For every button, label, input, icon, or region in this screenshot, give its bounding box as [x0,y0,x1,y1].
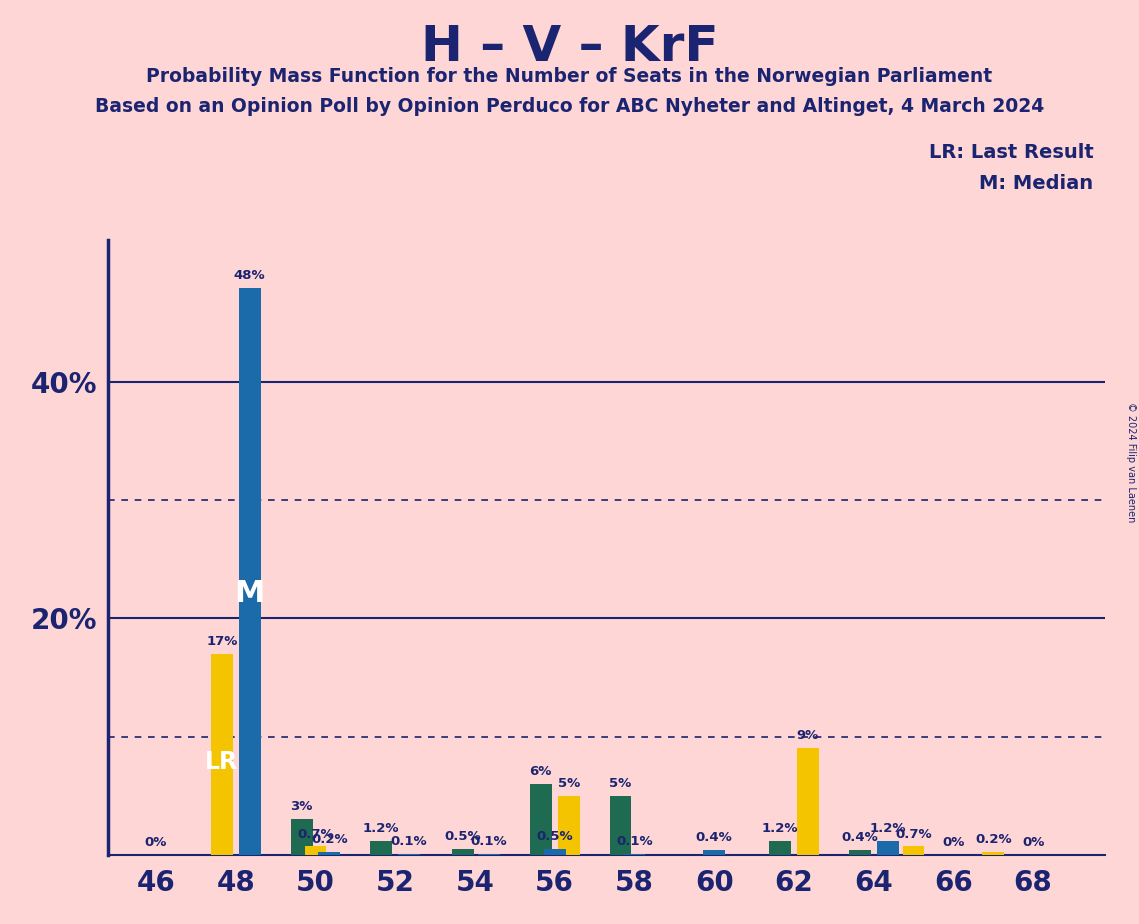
Bar [877,841,899,855]
Bar [902,846,925,855]
Bar [319,852,341,855]
Text: 5%: 5% [609,777,632,790]
Bar [609,796,631,855]
Text: 0%: 0% [1022,836,1044,849]
Text: 0.1%: 0.1% [470,834,507,847]
Text: Based on an Opinion Poll by Opinion Perduco for ABC Nyheter and Altinget, 4 Marc: Based on an Opinion Poll by Opinion Perd… [95,97,1044,116]
Text: 9%: 9% [796,729,819,743]
Text: Probability Mass Function for the Number of Seats in the Norwegian Parliament: Probability Mass Function for the Number… [147,67,992,86]
Text: 0.1%: 0.1% [616,834,653,847]
Bar [543,849,566,855]
Text: 6%: 6% [530,765,552,778]
Text: 0.4%: 0.4% [696,831,732,844]
Text: © 2024 Filip van Laenen: © 2024 Filip van Laenen [1126,402,1136,522]
Text: 0.4%: 0.4% [842,831,878,844]
Bar [478,854,500,855]
Bar [982,852,1005,855]
Bar [452,849,474,855]
Text: 0.1%: 0.1% [391,834,427,847]
Text: 0.5%: 0.5% [536,830,573,843]
Bar [370,841,392,855]
Text: 17%: 17% [206,635,238,648]
Text: 0.5%: 0.5% [444,830,482,843]
Text: 5%: 5% [557,777,580,790]
Text: 3%: 3% [290,800,313,813]
Text: 0%: 0% [942,836,965,849]
Text: LR: Last Result: LR: Last Result [928,143,1093,163]
Bar [797,748,819,855]
Text: 0.7%: 0.7% [895,828,932,841]
Bar [623,854,646,855]
Text: 0.2%: 0.2% [311,833,347,846]
Text: 0%: 0% [145,836,167,849]
Bar [304,846,327,855]
Text: LR: LR [205,750,238,774]
Text: 0.7%: 0.7% [297,828,334,841]
Text: 1.2%: 1.2% [762,821,798,834]
Bar [290,820,312,855]
Text: 1.2%: 1.2% [363,821,400,834]
Bar [211,654,232,855]
Text: 1.2%: 1.2% [869,821,906,834]
Bar [558,796,580,855]
Bar [703,850,726,855]
Text: M: Median: M: Median [980,174,1093,193]
Bar [239,287,261,855]
Bar [849,850,870,855]
Text: 0.2%: 0.2% [975,833,1011,846]
Text: 48%: 48% [233,269,265,282]
Bar [530,784,551,855]
Bar [399,854,420,855]
Text: M: M [235,579,265,608]
Bar [769,841,790,855]
Text: H – V – KrF: H – V – KrF [420,23,719,71]
